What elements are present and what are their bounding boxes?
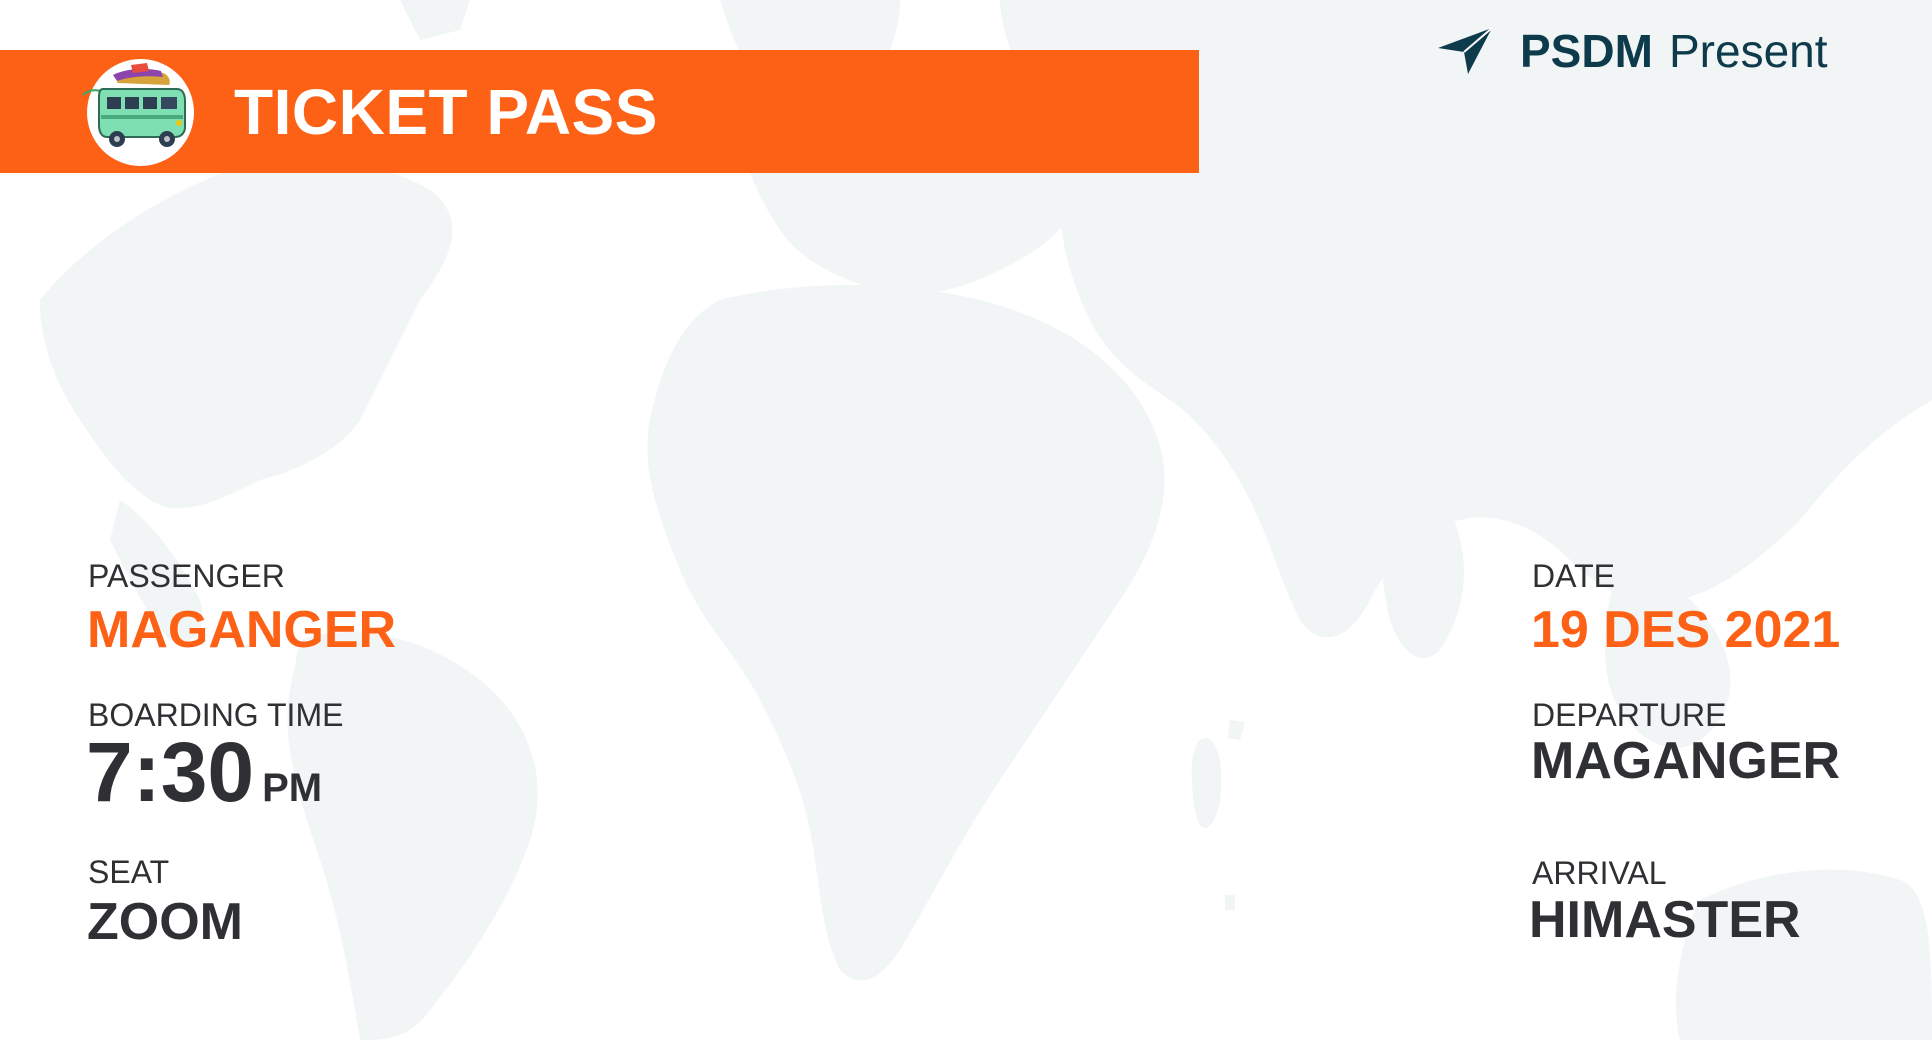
map-australia — [1676, 869, 1932, 1040]
map-africa — [647, 285, 1165, 981]
map-india — [1381, 460, 1464, 659]
arrival-value: HIMASTER — [1529, 891, 1801, 949]
brand-name-light: Present — [1669, 25, 1828, 77]
seat-label: SEAT — [88, 854, 170, 890]
logo-badge — [82, 59, 194, 166]
map-southeast-asia — [1605, 560, 1731, 749]
travel-bus-icon — [82, 63, 186, 147]
paper-plane-icon — [1438, 27, 1493, 74]
boarding-time-value: 7:30 PM — [86, 724, 322, 820]
ticket-title: TICKET PASS — [234, 76, 658, 148]
map-south-america — [287, 632, 538, 1040]
passenger-value: MAGANGER — [87, 601, 397, 659]
passenger-label: PASSENGER — [88, 558, 285, 594]
date-label: DATE — [1532, 558, 1615, 594]
arrival-label: ARRIVAL — [1532, 855, 1667, 891]
departure-label: DEPARTURE — [1532, 697, 1727, 733]
boarding-time-period: PM — [262, 766, 323, 810]
seat-value: ZOOM — [87, 893, 243, 951]
header-bar — [0, 50, 1199, 173]
boarding-time-label: BOARDING TIME — [88, 697, 344, 733]
departure-value: MAGANGER — [1531, 732, 1841, 790]
boarding-time-clock: 7:30 — [86, 725, 255, 819]
map-north-america — [40, 159, 453, 509]
brand-name-bold: PSDM — [1520, 25, 1653, 77]
date-value: 19 DES 2021 — [1531, 601, 1841, 659]
map-asia — [1000, 0, 1932, 638]
map-central-america — [110, 500, 203, 643]
